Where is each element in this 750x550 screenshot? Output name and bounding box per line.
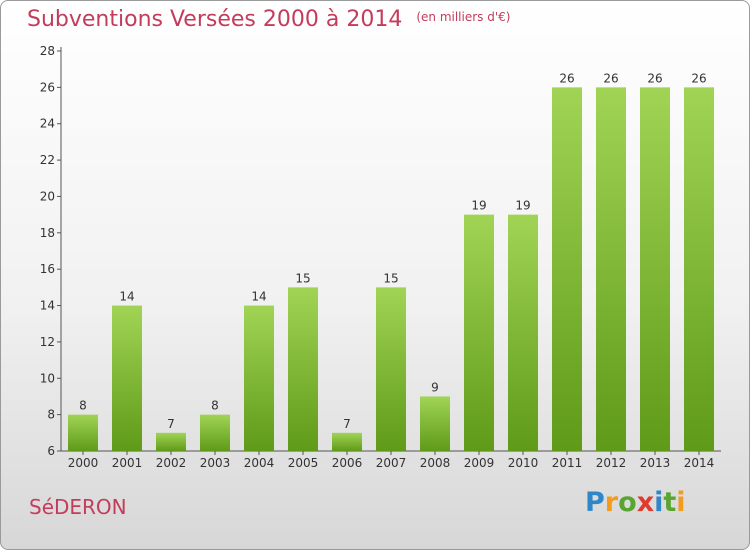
chart-unit-label: (en milliers d'€) xyxy=(416,10,511,24)
bar-value-label: 9 xyxy=(431,380,439,394)
x-tick-label: 2004 xyxy=(244,456,275,470)
bar-value-label: 26 xyxy=(691,71,706,85)
logo-letter: i xyxy=(676,487,686,518)
x-tick-label: 2000 xyxy=(68,456,99,470)
y-tick-label: 6 xyxy=(47,444,55,458)
x-tick-label: 2007 xyxy=(376,456,407,470)
bar-value-label: 15 xyxy=(295,271,310,285)
chart-title-text: Subventions Versées 2000 à 2014 xyxy=(27,7,403,32)
bar-2008 xyxy=(420,396,450,451)
logo-letter: r xyxy=(604,487,619,518)
y-tick-label: 22 xyxy=(40,153,55,167)
x-tick-label: 2002 xyxy=(156,456,187,470)
logo-letter: i xyxy=(654,487,664,518)
x-tick-label: 2009 xyxy=(464,456,495,470)
x-tick-label: 2014 xyxy=(684,456,715,470)
proxiti-logo: Proxiti xyxy=(585,487,686,518)
bar-value-label: 26 xyxy=(603,71,618,85)
town-name: SéDERON xyxy=(29,495,127,519)
y-tick-label: 18 xyxy=(40,226,55,240)
y-tick-label: 28 xyxy=(40,44,55,58)
y-tick-label: 12 xyxy=(40,335,55,349)
x-tick-label: 2011 xyxy=(552,456,583,470)
bar-2012 xyxy=(596,87,626,451)
bar-2010 xyxy=(508,214,538,451)
bar-2013 xyxy=(640,87,670,451)
bar-2004 xyxy=(244,305,274,451)
bar-2005 xyxy=(288,287,318,451)
bar-value-label: 15 xyxy=(383,271,398,285)
x-tick-label: 2008 xyxy=(420,456,451,470)
x-tick-label: 2006 xyxy=(332,456,363,470)
x-tick-label: 2001 xyxy=(112,456,143,470)
bar-2014 xyxy=(684,87,714,451)
bar-value-label: 26 xyxy=(559,71,574,85)
x-tick-label: 2003 xyxy=(200,456,231,470)
y-tick-label: 20 xyxy=(40,189,55,203)
bar-2009 xyxy=(464,214,494,451)
bar-2011 xyxy=(552,87,582,451)
x-tick-label: 2005 xyxy=(288,456,319,470)
bar-2003 xyxy=(200,414,230,451)
logo-letter: P xyxy=(585,487,605,518)
bar-2007 xyxy=(376,287,406,451)
bar-value-label: 8 xyxy=(211,399,219,413)
bar-2001 xyxy=(112,305,142,451)
bar-value-label: 19 xyxy=(471,199,486,213)
y-tick-label: 8 xyxy=(47,408,55,422)
x-tick-label: 2013 xyxy=(640,456,671,470)
bar-value-label: 7 xyxy=(343,417,351,431)
bar-2006 xyxy=(332,432,362,451)
bar-value-label: 14 xyxy=(251,290,266,304)
logo-letter: t xyxy=(663,487,677,518)
bar-2002 xyxy=(156,432,186,451)
x-tick-label: 2010 xyxy=(508,456,539,470)
y-tick-label: 26 xyxy=(40,80,55,94)
bar-value-label: 26 xyxy=(647,71,662,85)
y-tick-label: 14 xyxy=(40,299,55,313)
y-tick-label: 24 xyxy=(40,117,55,131)
y-tick-label: 10 xyxy=(40,371,55,385)
logo-letter: o xyxy=(618,487,637,518)
chart-title: Subventions Versées 2000 à 2014 (en milli… xyxy=(27,7,510,32)
x-tick-label: 2012 xyxy=(596,456,627,470)
bar-value-label: 14 xyxy=(119,290,134,304)
logo-letter: x xyxy=(636,487,655,518)
bar-value-label: 19 xyxy=(515,199,530,213)
bar-value-label: 7 xyxy=(167,417,175,431)
bar-2000 xyxy=(68,414,98,451)
bar-value-label: 8 xyxy=(79,399,87,413)
y-tick-label: 16 xyxy=(40,262,55,276)
